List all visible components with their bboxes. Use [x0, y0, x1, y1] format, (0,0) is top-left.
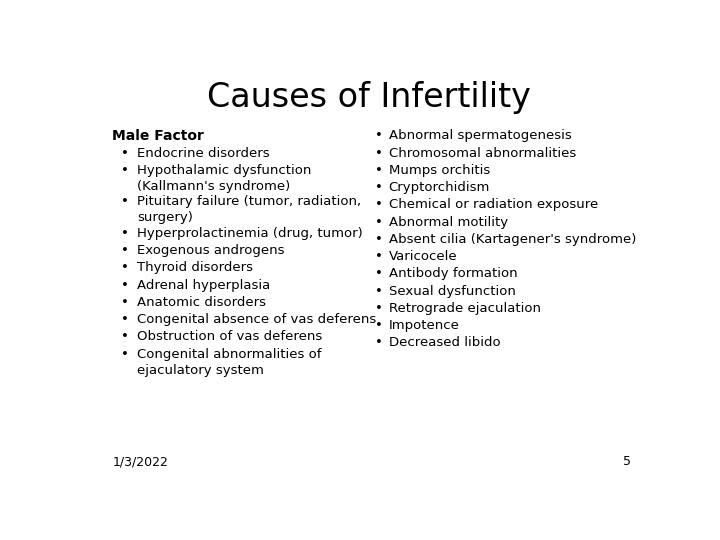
Text: •: •	[374, 319, 382, 332]
Text: •: •	[121, 164, 129, 177]
Text: Hypothalamic dysfunction: Hypothalamic dysfunction	[138, 164, 312, 177]
Text: Retrograde ejaculation: Retrograde ejaculation	[389, 302, 541, 315]
Text: Chromosomal abnormalities: Chromosomal abnormalities	[389, 146, 576, 159]
Text: Antibody formation: Antibody formation	[389, 267, 517, 280]
Text: Absent cilia (Kartagener's syndrome): Absent cilia (Kartagener's syndrome)	[389, 233, 636, 246]
Text: •: •	[121, 313, 129, 326]
Text: Abnormal motility: Abnormal motility	[389, 215, 508, 228]
Text: ejaculatory system: ejaculatory system	[138, 363, 264, 376]
Text: •: •	[121, 330, 129, 343]
Text: •: •	[374, 198, 382, 211]
Text: •: •	[121, 227, 129, 240]
Text: 1/3/2022: 1/3/2022	[112, 455, 168, 468]
Text: Varicocele: Varicocele	[389, 250, 457, 263]
Text: •: •	[374, 285, 382, 298]
Text: Congenital absence of vas deferens: Congenital absence of vas deferens	[138, 313, 377, 326]
Text: Chemical or radiation exposure: Chemical or radiation exposure	[389, 198, 598, 211]
Text: (Kallmann's syndrome): (Kallmann's syndrome)	[138, 180, 291, 193]
Text: •: •	[374, 302, 382, 315]
Text: •: •	[374, 215, 382, 228]
Text: •: •	[121, 195, 129, 208]
Text: Mumps orchitis: Mumps orchitis	[389, 164, 490, 177]
Text: •: •	[121, 296, 129, 309]
Text: Pituitary failure (tumor, radiation,: Pituitary failure (tumor, radiation,	[138, 195, 361, 208]
Text: •: •	[121, 146, 129, 159]
Text: •: •	[121, 261, 129, 274]
Text: Abnormal spermatogenesis: Abnormal spermatogenesis	[389, 129, 571, 142]
Text: •: •	[121, 244, 129, 257]
Text: Anatomic disorders: Anatomic disorders	[138, 296, 266, 309]
Text: Hyperprolactinemia (drug, tumor): Hyperprolactinemia (drug, tumor)	[138, 227, 363, 240]
Text: Cryptorchidism: Cryptorchidism	[389, 181, 490, 194]
Text: •: •	[374, 146, 382, 159]
Text: •: •	[374, 233, 382, 246]
Text: Sexual dysfunction: Sexual dysfunction	[389, 285, 516, 298]
Text: Impotence: Impotence	[389, 319, 459, 332]
Text: Decreased libido: Decreased libido	[389, 336, 500, 349]
Text: Congenital abnormalities of: Congenital abnormalities of	[138, 348, 322, 361]
Text: •: •	[374, 267, 382, 280]
Text: Thyroid disorders: Thyroid disorders	[138, 261, 253, 274]
Text: surgery): surgery)	[138, 211, 193, 224]
Text: •: •	[374, 164, 382, 177]
Text: Causes of Infertility: Causes of Infertility	[207, 82, 531, 114]
Text: •: •	[374, 129, 382, 142]
Text: Endocrine disorders: Endocrine disorders	[138, 146, 270, 159]
Text: 5: 5	[624, 455, 631, 468]
Text: •: •	[121, 279, 129, 292]
Text: •: •	[121, 348, 129, 361]
Text: •: •	[374, 250, 382, 263]
Text: Exogenous androgens: Exogenous androgens	[138, 244, 285, 257]
Text: •: •	[374, 336, 382, 349]
Text: Obstruction of vas deferens: Obstruction of vas deferens	[138, 330, 323, 343]
Text: Adrenal hyperplasia: Adrenal hyperplasia	[138, 279, 271, 292]
Text: •: •	[374, 181, 382, 194]
Text: Male Factor: Male Factor	[112, 129, 204, 143]
